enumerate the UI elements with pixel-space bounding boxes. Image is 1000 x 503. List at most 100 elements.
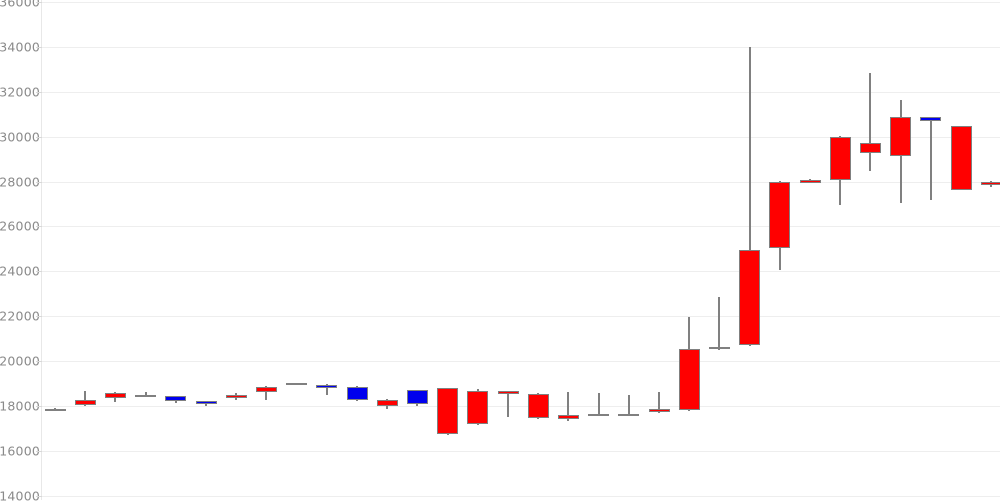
candlestick[interactable]: [74, 0, 96, 500]
candlestick-body-down: [557, 414, 579, 420]
candlestick-body-up: [346, 387, 368, 401]
candlestick[interactable]: [135, 0, 157, 500]
y-axis-tick-label: 14000: [0, 488, 40, 503]
gridline: [42, 137, 1000, 138]
candlestick-body-down: [769, 181, 791, 248]
candlestick-body-up: [165, 396, 187, 402]
gridline: [42, 406, 1000, 407]
candlestick-body-down: [739, 250, 761, 345]
candlestick[interactable]: [406, 0, 428, 500]
y-axis-tick: [36, 226, 42, 227]
y-axis-tick: [36, 182, 42, 183]
gridline: [42, 361, 1000, 362]
candlestick[interactable]: [618, 0, 640, 500]
candlestick-body-down: [980, 182, 1000, 186]
candlestick[interactable]: [708, 0, 730, 500]
candlestick[interactable]: [557, 0, 579, 500]
candlestick-body-down: [890, 117, 912, 156]
y-axis-tick-label: 34000: [0, 39, 40, 55]
candlestick-body-down: [799, 180, 821, 183]
y-axis-tick-label: 20000: [0, 353, 40, 369]
candlestick[interactable]: [920, 0, 942, 500]
candlestick-body-down: [678, 348, 700, 410]
candlestick-body-up: [135, 394, 157, 398]
candlestick[interactable]: [980, 0, 1000, 500]
candlestick[interactable]: [104, 0, 126, 500]
candlestick-body-down: [648, 408, 670, 412]
gridline: [42, 92, 1000, 93]
y-axis-tick-label: 32000: [0, 84, 40, 100]
candlestick-wick: [597, 393, 600, 416]
candlestick-body-down: [829, 137, 851, 180]
candlestick-body-down: [950, 126, 972, 190]
candlestick-wick: [144, 391, 147, 397]
candlestick[interactable]: [890, 0, 912, 500]
candlestick[interactable]: [316, 0, 338, 500]
candlestick[interactable]: [527, 0, 549, 500]
candlestick[interactable]: [829, 0, 851, 500]
gridline: [42, 451, 1000, 452]
y-axis-tick-label: 24000: [0, 263, 40, 279]
candlestick-body-down: [618, 413, 640, 417]
candlestick[interactable]: [286, 0, 308, 500]
candlestick-body-down: [437, 388, 459, 434]
candlestick-body-down: [467, 391, 489, 425]
gridline: [42, 2, 1000, 3]
candlestick-body-up: [316, 385, 338, 388]
gridline: [42, 47, 1000, 48]
candlestick[interactable]: [437, 0, 459, 500]
candlestick-body-up: [44, 408, 66, 412]
candlestick-wick: [748, 47, 751, 347]
candlestick[interactable]: [165, 0, 187, 500]
y-axis-tick: [36, 2, 42, 3]
candlestick[interactable]: [648, 0, 670, 500]
candlestick-body-up: [286, 382, 308, 386]
candlestick[interactable]: [225, 0, 247, 500]
candlestick-wick: [507, 391, 509, 418]
y-axis-tick-label: 36000: [0, 0, 40, 10]
y-axis-tick: [36, 451, 42, 452]
candlestick-wick: [718, 297, 721, 351]
candlestick-body-down: [225, 394, 247, 399]
y-axis-tick-label: 30000: [0, 129, 40, 145]
candlestick-body-down: [255, 386, 277, 392]
candlestick[interactable]: [376, 0, 398, 500]
candlestick-wick: [265, 385, 268, 400]
candlestick-body-up: [920, 117, 942, 122]
candlestick-body-down: [497, 391, 519, 394]
y-axis-tick-label: 18000: [0, 398, 40, 414]
candlestick[interactable]: [678, 0, 700, 500]
candlestick[interactable]: [950, 0, 972, 500]
candlestick-wick: [658, 391, 660, 413]
candlestick[interactable]: [255, 0, 277, 500]
candlestick[interactable]: [195, 0, 217, 500]
candlestick[interactable]: [346, 0, 368, 500]
candlestick[interactable]: [769, 0, 791, 500]
gridline: [42, 316, 1000, 317]
candlestick[interactable]: [588, 0, 610, 500]
candlestick[interactable]: [799, 0, 821, 500]
candlestick[interactable]: [44, 0, 66, 500]
y-axis-tick: [36, 137, 42, 138]
y-axis-tick: [36, 92, 42, 93]
y-axis-tick-label: 16000: [0, 443, 40, 459]
candlestick-wick: [325, 383, 328, 395]
candlestick-body-down: [376, 400, 398, 406]
y-axis: 36000 34000 32000 30000 28000 26000 24000 22000…: [0, 0, 40, 503]
y-axis-tick-label: 22000: [0, 308, 40, 324]
gridline: [42, 271, 1000, 272]
candlestick[interactable]: [497, 0, 519, 500]
candlestick[interactable]: [859, 0, 881, 500]
plot-area: [42, 0, 1000, 500]
candlestick-wick: [84, 391, 87, 406]
candlestick-body-down: [859, 143, 881, 153]
candlestick[interactable]: [467, 0, 489, 500]
candlestick-wick: [627, 394, 630, 416]
y-axis-tick: [36, 361, 42, 362]
gridline: [42, 496, 1000, 497]
candlestick-wick: [929, 117, 932, 200]
candlestick-body-up: [195, 401, 217, 404]
candlestick-wick: [869, 73, 872, 171]
candlestick[interactable]: [739, 0, 761, 500]
